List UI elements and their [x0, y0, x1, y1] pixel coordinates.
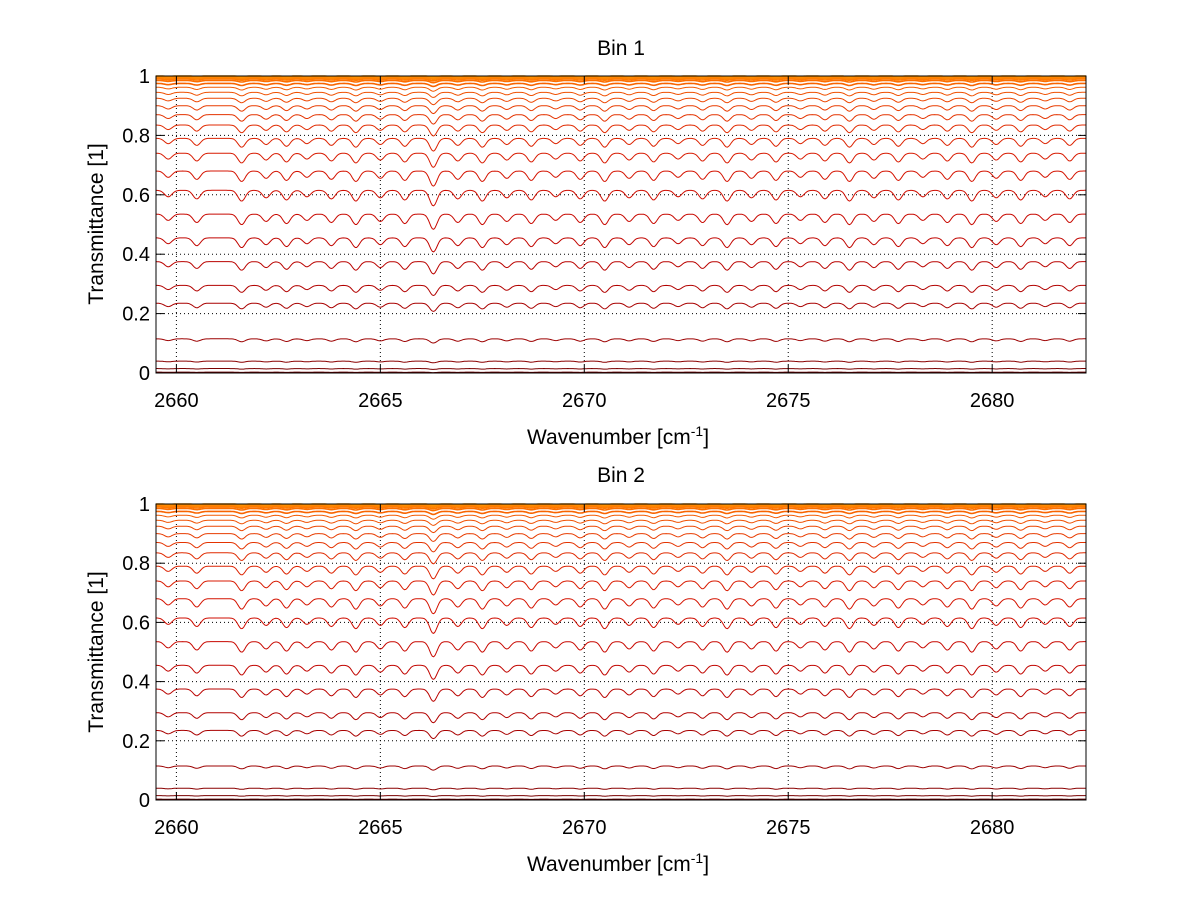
series-line	[156, 189, 1086, 207]
plot-frame	[155, 75, 1087, 374]
series-line	[156, 284, 1086, 297]
y-tick-label: 0.2	[122, 304, 150, 326]
x-tick-label: 2675	[766, 390, 811, 412]
y-tick-label: 0.6	[122, 612, 150, 634]
series-line	[156, 787, 1086, 791]
series-line	[156, 795, 1086, 797]
series-line	[155, 507, 1086, 512]
y-tick-label: 0.6	[122, 185, 150, 207]
y-tick-label: 0.4	[122, 672, 150, 694]
series-line	[155, 114, 1086, 125]
x-tick-label: 2670	[562, 390, 607, 412]
chart-panel-bin-2: Bin 2 Transmittance [1] Wavenumber [cm-1…	[85, 464, 1087, 876]
x-axis-label: Wavenumber [cm-1]	[527, 423, 709, 449]
series-line	[156, 105, 1086, 115]
y-tick-label: 1	[139, 66, 150, 88]
series-line	[156, 78, 1086, 82]
series-line	[155, 152, 1086, 168]
y-tick-label: 0.4	[122, 244, 150, 266]
x-tick-label: 2665	[358, 817, 403, 839]
series-line	[156, 565, 1086, 580]
series-line	[156, 504, 1086, 509]
y-tick-label: 0.8	[122, 125, 150, 147]
series-line	[156, 533, 1086, 542]
chart-panel-bin-1: Bin 1 Transmittance [1] Wavenumber [cm-1…	[85, 37, 1087, 449]
y-tick-label: 0	[139, 363, 150, 385]
series-line	[156, 580, 1086, 596]
series-line	[156, 77, 1086, 81]
series-line	[155, 261, 1086, 275]
series-line	[156, 97, 1086, 106]
series-line	[156, 712, 1086, 724]
plot-frame	[155, 503, 1087, 801]
x-tick-label: 2680	[970, 817, 1015, 839]
series-line	[156, 338, 1086, 344]
series-line	[156, 76, 1086, 80]
x-axis-label: Wavenumber [cm-1]	[527, 850, 709, 876]
series-line	[155, 664, 1086, 680]
chart-title: Bin 1	[597, 37, 645, 60]
y-tick-label: 0	[139, 790, 150, 812]
x-tick-label: 2665	[358, 390, 403, 412]
y-tick-label: 0.2	[122, 731, 150, 753]
axes: 2660 2665 2670 2675 2680 0 0.2 0.4 0.6 0.8 1	[122, 66, 1087, 412]
series-line	[156, 765, 1086, 771]
series-line	[156, 371, 1086, 374]
x-tick-label: 2660	[154, 817, 199, 839]
series-line	[156, 798, 1086, 801]
x-tick-label: 2660	[154, 390, 199, 412]
series-line	[156, 641, 1086, 658]
series-line	[156, 82, 1086, 88]
chart-title: Bin 2	[597, 464, 645, 487]
series-line	[156, 541, 1086, 553]
series-line	[156, 552, 1086, 565]
series-line	[156, 510, 1086, 516]
series-line	[156, 170, 1086, 187]
series-line	[156, 525, 1086, 534]
series-line	[155, 91, 1086, 98]
y-tick-label: 0.8	[122, 553, 150, 575]
series-line	[155, 124, 1086, 137]
series-line	[155, 213, 1086, 230]
y-tick-label: 1	[139, 494, 150, 516]
series-line	[155, 598, 1086, 615]
series-line	[156, 617, 1086, 634]
series-line	[156, 504, 1086, 507]
series-line	[156, 79, 1086, 84]
series-line	[156, 367, 1086, 370]
series-line	[156, 237, 1086, 253]
series-line	[156, 360, 1086, 364]
y-axis-label: Transmittance [1]	[85, 571, 108, 732]
series-line	[156, 302, 1086, 312]
x-tick-label: 2670	[562, 817, 607, 839]
series-line	[156, 137, 1086, 152]
series-line	[156, 519, 1086, 526]
y-axis-label: Transmittance [1]	[85, 143, 108, 304]
axes: 2660 2665 2670 2675 2680 0 0.2 0.4 0.6 0.8 1	[122, 494, 1087, 839]
x-tick-label: 2675	[766, 817, 811, 839]
series-line	[155, 688, 1086, 702]
x-tick-label: 2680	[970, 390, 1015, 412]
series-line	[156, 86, 1086, 92]
series-line	[156, 514, 1086, 520]
series-line	[156, 506, 1086, 510]
series-line	[156, 729, 1086, 740]
